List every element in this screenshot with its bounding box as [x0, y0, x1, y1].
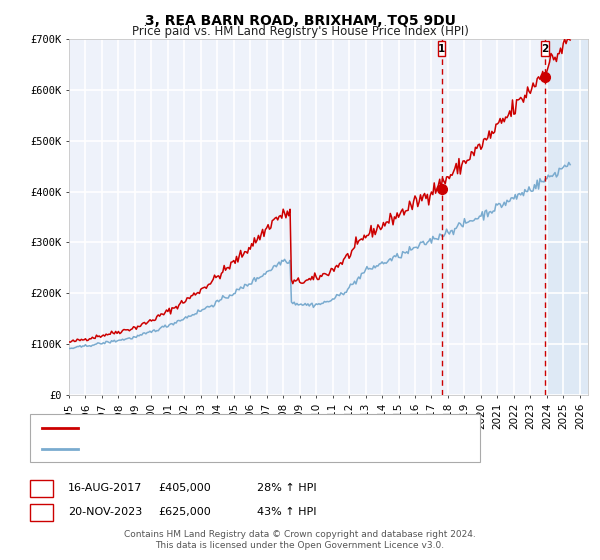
Text: 43% ↑ HPI: 43% ↑ HPI [257, 507, 316, 517]
FancyBboxPatch shape [541, 41, 549, 57]
Text: 28% ↑ HPI: 28% ↑ HPI [257, 483, 316, 493]
Text: 1: 1 [38, 483, 45, 493]
Text: Price paid vs. HM Land Registry's House Price Index (HPI): Price paid vs. HM Land Registry's House … [131, 25, 469, 38]
Text: £625,000: £625,000 [158, 507, 211, 517]
Text: 3, REA BARN ROAD, BRIXHAM, TQ5 9DU (detached house): 3, REA BARN ROAD, BRIXHAM, TQ5 9DU (deta… [87, 423, 412, 433]
Text: 1: 1 [438, 44, 445, 54]
Text: 2: 2 [38, 507, 45, 517]
Text: 20-NOV-2023: 20-NOV-2023 [68, 507, 142, 517]
FancyBboxPatch shape [438, 41, 445, 57]
Text: 16-AUG-2017: 16-AUG-2017 [68, 483, 142, 493]
Text: HPI: Average price, detached house, Torbay: HPI: Average price, detached house, Torb… [87, 444, 330, 454]
Text: Contains HM Land Registry data © Crown copyright and database right 2024.: Contains HM Land Registry data © Crown c… [124, 530, 476, 539]
Text: 2: 2 [541, 44, 548, 54]
Text: 3, REA BARN ROAD, BRIXHAM, TQ5 9DU: 3, REA BARN ROAD, BRIXHAM, TQ5 9DU [145, 14, 455, 28]
Bar [545, 39, 588, 395]
Text: This data is licensed under the Open Government Licence v3.0.: This data is licensed under the Open Gov… [155, 541, 445, 550]
Text: £405,000: £405,000 [158, 483, 211, 493]
